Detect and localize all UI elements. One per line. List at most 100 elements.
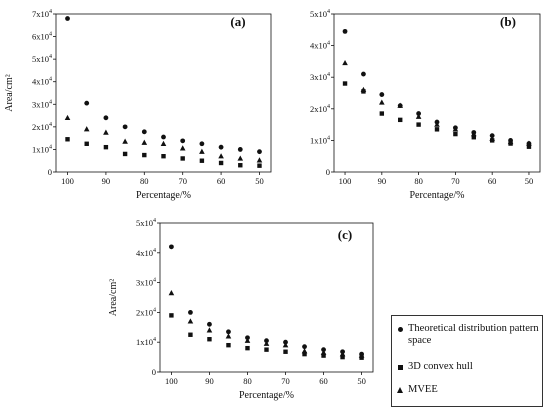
- data-point-circle: [161, 134, 166, 140]
- y-tick-label: 3x104: [136, 278, 156, 288]
- data-point-circle: [207, 321, 212, 327]
- x-tick-label: 70: [451, 176, 460, 186]
- data-point-square: [122, 151, 128, 157]
- data-point-triangle: [141, 139, 148, 145]
- data-point-triangle: [379, 99, 385, 105]
- x-tick-label: 100: [339, 176, 352, 186]
- y-tick-label: 0: [152, 367, 156, 377]
- data-point-square: [342, 81, 348, 86]
- x-tick-label: 80: [140, 176, 149, 186]
- y-tick-label: 7x104: [32, 9, 52, 19]
- data-point-square: [302, 351, 307, 357]
- panel-label: (c): [338, 227, 352, 242]
- y-tick-exponent: 4: [153, 278, 156, 284]
- square-marker-icon: [397, 364, 405, 372]
- data-point-square: [283, 349, 288, 354]
- data-point-triangle: [339, 351, 346, 357]
- y-tick-mantissa: 5x10: [310, 9, 327, 19]
- data-point-triangle: [64, 114, 71, 121]
- x-tick-label: 70: [281, 376, 290, 386]
- data-point-triangle: [263, 340, 270, 346]
- y-tick-label: 0: [48, 167, 52, 177]
- x-tick-label: 50: [255, 176, 264, 186]
- y-tick-exponent: 4: [49, 54, 52, 60]
- y-tick-mantissa: 1x10: [310, 135, 327, 145]
- y-tick-mantissa: 5x10: [136, 218, 153, 228]
- data-point-square: [264, 347, 269, 352]
- chart-panel-1: 100 90 80 70 60 5001x1042x1043x1044x1045x1046…: [4, 9, 272, 201]
- data-point-triangle: [320, 349, 327, 355]
- y-tick-label: 5x104: [136, 218, 156, 228]
- y-tick-label: 2x104: [136, 307, 156, 317]
- y-tick-mantissa: 1x10: [136, 337, 153, 347]
- data-point-triangle: [179, 145, 186, 151]
- series-triangle: [342, 59, 532, 146]
- data-point-square: [379, 111, 385, 116]
- y-tick-mantissa: 6x10: [32, 32, 49, 42]
- x-tick-label: 80: [414, 176, 423, 186]
- data-point-square: [526, 144, 532, 149]
- data-point-circle: [379, 92, 385, 97]
- data-point-circle: [257, 149, 262, 155]
- legend-label: MVEE: [408, 384, 438, 395]
- legend-label: Theoretical distribution pattern space: [408, 323, 539, 346]
- y-tick-exponent: 4: [327, 41, 330, 47]
- y-tick-mantissa: 3x10: [136, 278, 153, 288]
- series-square: [342, 81, 532, 149]
- data-point-square: [103, 144, 109, 150]
- plot-frame: [159, 222, 374, 373]
- triangle-marker-icon: [397, 387, 405, 395]
- legend-label: 3D convex hull: [408, 361, 473, 372]
- x-tick-label: 90: [102, 176, 111, 186]
- x-tick-label: 50: [357, 376, 366, 386]
- x-tick-label: 90: [205, 376, 214, 386]
- y-tick-exponent: 4: [327, 135, 330, 141]
- data-point-triangle: [282, 342, 289, 348]
- data-point-triangle: [187, 318, 194, 324]
- data-point-circle: [302, 344, 307, 350]
- y-tick-label: 0: [326, 167, 330, 177]
- data-point-circle: [199, 141, 205, 147]
- y-tick-mantissa: 2x10: [310, 104, 327, 114]
- data-point-triangle: [199, 148, 205, 154]
- y-tick-label: 5x104: [310, 9, 330, 19]
- x-axis-label: Percentage/%: [136, 190, 191, 201]
- x-tick-label: 100: [61, 176, 74, 186]
- data-point-square: [199, 158, 205, 163]
- y-tick-label: 4x104: [136, 248, 156, 258]
- data-point-square: [434, 127, 440, 132]
- legend: Theoretical distribution pattern space 3…: [391, 315, 543, 407]
- y-tick-exponent: 4: [49, 99, 52, 105]
- y-tick-mantissa: 0: [48, 167, 52, 177]
- x-tick-label: 60: [488, 176, 497, 186]
- y-tick-mantissa: 7x10: [32, 9, 49, 19]
- data-point-triangle: [256, 157, 263, 163]
- y-tick-exponent: 4: [153, 337, 156, 343]
- y-tick-exponent: 4: [49, 77, 52, 83]
- data-point-circle: [65, 16, 70, 21]
- x-axis-label: Percentage/%: [239, 390, 294, 401]
- series-triangle: [64, 114, 263, 163]
- y-tick-label: 2x104: [310, 104, 330, 114]
- y-tick-exponent: 4: [49, 32, 52, 38]
- data-point-circle: [237, 147, 243, 152]
- series-circle: [65, 16, 262, 155]
- series-square: [169, 313, 364, 360]
- y-tick-mantissa: 2x10: [32, 122, 49, 132]
- data-point-circle: [141, 129, 147, 135]
- plot-frame: [333, 13, 541, 173]
- circle-marker-icon: [397, 326, 405, 334]
- data-point-square: [257, 163, 262, 168]
- data-point-square: [340, 354, 345, 360]
- y-tick-exponent: 4: [49, 9, 52, 15]
- y-tick-exponent: 4: [327, 104, 330, 110]
- data-point-triangle: [237, 155, 244, 161]
- data-point-triangle: [526, 140, 532, 146]
- y-tick-label: 4x104: [310, 41, 330, 51]
- data-point-square: [398, 117, 403, 123]
- y-tick-label: 1x104: [32, 144, 52, 154]
- data-point-triangle: [397, 102, 404, 108]
- data-point-square: [321, 353, 326, 358]
- data-point-circle: [180, 138, 186, 144]
- x-tick-label: 60: [319, 376, 328, 386]
